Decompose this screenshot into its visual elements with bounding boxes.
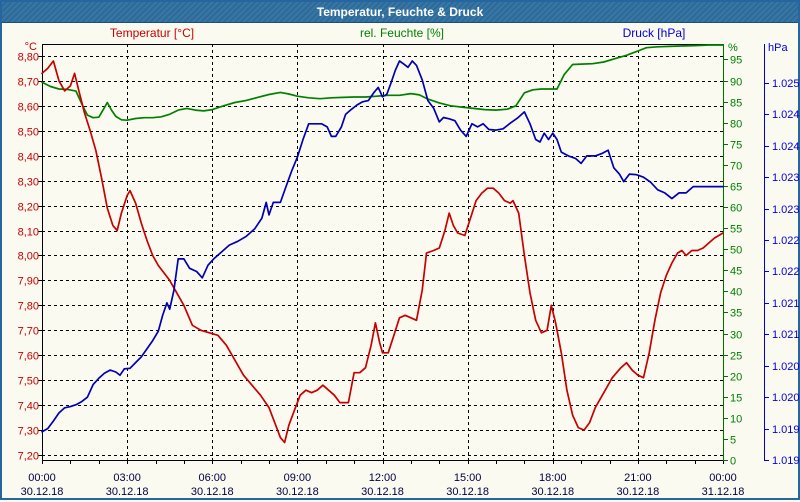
pressure-tick-label: 1.022 <box>772 266 800 278</box>
humidity-tick-label: 15 <box>730 393 742 405</box>
temperature-tick-label: 8,40 <box>18 152 39 164</box>
x-date-label: 30.12.18 <box>276 486 319 498</box>
temperature-tick-label: 8,70 <box>18 77 39 89</box>
pressure-tick-label: 1.019 <box>772 455 800 467</box>
humidity-tick-label: 70 <box>730 161 742 173</box>
temperature-tick-label: 8,60 <box>18 102 39 114</box>
humidity-tick-label: 55 <box>730 224 742 236</box>
humidity-tick-label: 85 <box>730 98 742 110</box>
humidity-tick-label: 10 <box>730 414 742 426</box>
x-time-label: 15:00 <box>454 472 482 484</box>
x-date-label: 30.12.18 <box>21 486 64 498</box>
temperature-tick-label: 8,20 <box>18 202 39 214</box>
humidity-tick-label: 50 <box>730 245 742 257</box>
temperature-unit-label: °C <box>24 41 37 53</box>
series-line-rel-feuchte <box>41 44 724 122</box>
x-date-label: 30.12.18 <box>191 486 234 498</box>
pressure-axis-title: Druck [hPa] <box>622 26 686 40</box>
humidity-tick-label: 30 <box>730 330 742 342</box>
temperature-tick-label: 7,30 <box>18 426 39 438</box>
pressure-tick-label: 1.023 <box>772 204 800 216</box>
temperature-tick-label: 7,60 <box>18 351 39 363</box>
temperature-tick-label: 7,90 <box>18 276 39 288</box>
x-time-label: 21:00 <box>624 472 652 484</box>
x-time-label: 06:00 <box>198 472 226 484</box>
pressure-tick-label: 1.022 <box>772 235 800 247</box>
temperature-axis-title: Temperatur [°C] <box>109 26 195 40</box>
humidity-tick-label: 65 <box>730 182 742 194</box>
humidity-tick-label: 90 <box>730 77 742 89</box>
x-date-label: 30.12.18 <box>106 486 149 498</box>
humidity-tick-label: 0 <box>730 456 736 468</box>
temperature-tick-label: 8,80 <box>18 52 39 64</box>
humidity-tick-label: 95 <box>730 55 742 67</box>
pressure-unit-label: hPa <box>768 42 788 54</box>
pressure-tick-label: 1.019 <box>772 424 800 436</box>
x-time-label: 00:00 <box>709 472 737 484</box>
x-date-label: 30.12.18 <box>616 486 659 498</box>
pressure-tick-label: 1.024 <box>772 109 800 121</box>
humidity-tick-label: 5 <box>730 435 736 447</box>
window-title: Temperatur, Feuchte & Druck <box>316 5 484 19</box>
humidity-tick-label: 40 <box>730 287 742 299</box>
humidity-tick-label: 60 <box>730 203 742 215</box>
humidity-tick-label: 45 <box>730 266 742 278</box>
x-date-label: 30.12.18 <box>531 486 574 498</box>
pressure-tick-label: 1.020 <box>772 392 800 404</box>
temperature-tick-label: 8,30 <box>18 177 39 189</box>
pressure-tick-label: 1.023 <box>772 172 800 184</box>
pressure-tick-label: 1.025 <box>772 78 800 90</box>
humidity-tick-label: 35 <box>730 308 742 320</box>
series-line-druck <box>41 60 724 433</box>
temperature-tick-label: 8,00 <box>18 251 39 263</box>
x-time-label: 12:00 <box>369 472 397 484</box>
humidity-tick-label: 25 <box>730 351 742 363</box>
x-date-label: 30.12.18 <box>446 486 489 498</box>
temperature-tick-label: 7,50 <box>18 376 39 388</box>
humidity-axis-title: rel. Feuchte [%] <box>359 26 445 40</box>
temperature-tick-label: 8,50 <box>18 127 39 139</box>
temperature-tick-label: 8,10 <box>18 227 39 239</box>
humidity-tick-label: 20 <box>730 372 742 384</box>
temperature-tick-label: 7,80 <box>18 301 39 313</box>
humidity-tick-label: 80 <box>730 119 742 131</box>
x-time-label: 03:00 <box>113 472 141 484</box>
humidity-tick-label: 75 <box>730 140 742 152</box>
x-time-label: 09:00 <box>284 472 312 484</box>
window-title-bar[interactable]: Temperatur, Feuchte & Druck <box>2 2 798 23</box>
temperature-tick-label: 7,20 <box>18 451 39 463</box>
x-time-label: 18:00 <box>539 472 567 484</box>
x-date-label: 31.12.18 <box>702 486 745 498</box>
humidity-unit-label: % <box>728 42 738 54</box>
pressure-tick-label: 1.021 <box>772 298 800 310</box>
x-date-label: 30.12.18 <box>361 486 404 498</box>
temperature-tick-label: 7,70 <box>18 326 39 338</box>
series-line-temperatur <box>41 60 724 444</box>
pressure-tick-label: 1.020 <box>772 361 800 373</box>
temperature-tick-label: 7,40 <box>18 401 39 413</box>
pressure-tick-label: 1.021 <box>772 329 800 341</box>
x-time-label: 00:00 <box>28 472 56 484</box>
pressure-tick-label: 1.024 <box>772 141 800 153</box>
